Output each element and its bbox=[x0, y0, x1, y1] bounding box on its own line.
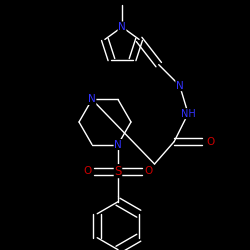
Text: NH: NH bbox=[181, 109, 196, 119]
Text: N: N bbox=[176, 81, 184, 91]
Text: O: O bbox=[145, 166, 153, 176]
Text: O: O bbox=[206, 137, 214, 147]
Text: O: O bbox=[83, 166, 91, 176]
Text: N: N bbox=[114, 140, 122, 149]
Text: S: S bbox=[114, 164, 122, 177]
Text: N: N bbox=[88, 94, 96, 104]
Text: N: N bbox=[118, 22, 126, 32]
